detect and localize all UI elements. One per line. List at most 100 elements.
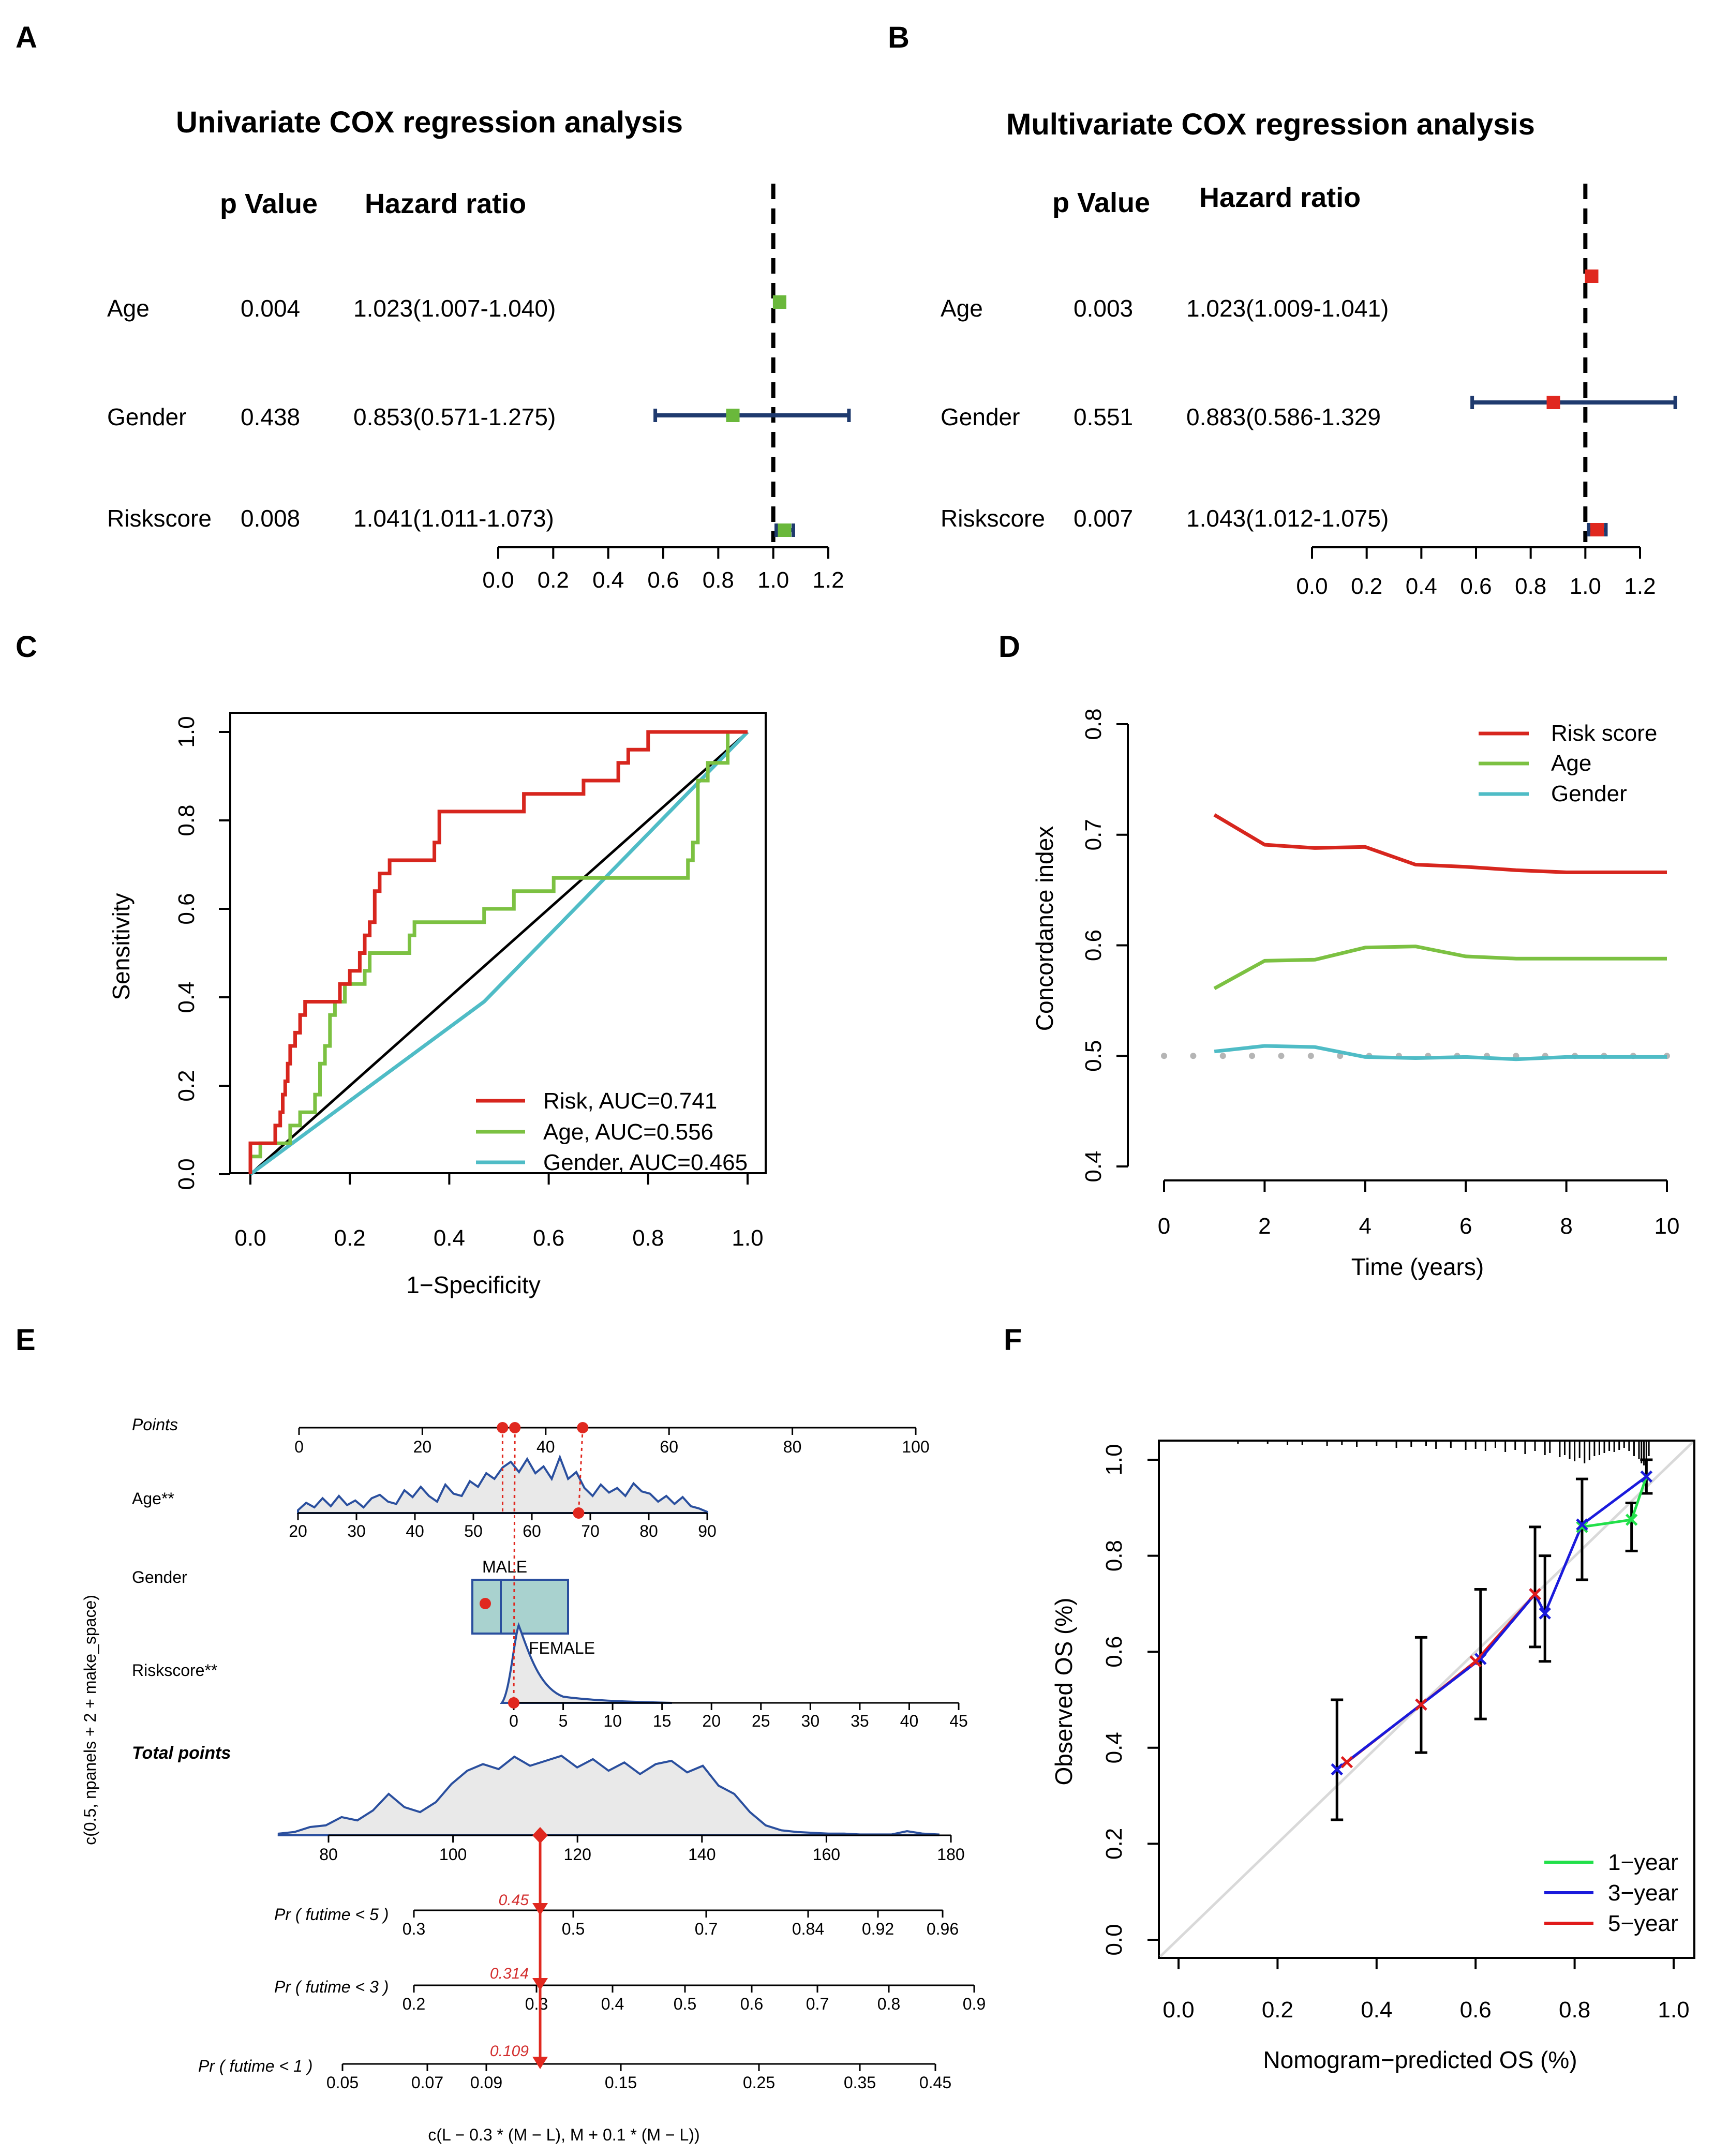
nomo-pr1-tick-label: 0.09 <box>470 2073 502 2092</box>
forest-b-var-gender: Gender <box>941 403 1020 430</box>
nomo-total-tick-label: 160 <box>813 1845 840 1864</box>
nomo-total-tick-label: 80 <box>319 1845 338 1864</box>
nomo-pr3-tick-label: 0.8 <box>877 1995 900 2013</box>
forest-b-var-riskscore: Riskscore <box>941 505 1045 532</box>
calib-y-tick-label: 0.4 <box>1101 1732 1127 1763</box>
calib-line-year5 <box>1346 1593 1536 1763</box>
cindex-legend-gender: Gender <box>1551 781 1627 806</box>
forest-b-col-p: p Value <box>1052 187 1150 218</box>
calib-point-year5 <box>1415 1698 1427 1711</box>
nomo-gender-label: Gender <box>132 1568 187 1586</box>
nomo-gender-female: FEMALE <box>529 1639 595 1657</box>
nomo-age-tick-label: 20 <box>289 1522 307 1540</box>
roc-curve-risk <box>248 730 748 1174</box>
nomo-age-tick-label: 70 <box>581 1522 600 1540</box>
forest-a-p-riskscore: 0.008 <box>241 505 300 532</box>
forest-b-var-age: Age <box>941 295 983 322</box>
forest-hr-marker-age <box>1585 270 1599 283</box>
roc-legend-risk: Risk, AUC=0.741 <box>543 1088 717 1114</box>
forest-x-tick-label: 0.0 <box>482 567 514 593</box>
forest-b-col-hr: Hazard ratio <box>1199 182 1361 213</box>
calib-plot: 0.0 0.2 0.4 0.6 0.8 1.0 0.0 0.2 0.4 0.6 0.8 1.0 <box>1101 1441 1694 2023</box>
nomo-connector <box>577 1427 584 1514</box>
nomo-total-tick-label: 120 <box>564 1845 591 1864</box>
roc-frame <box>229 712 767 1174</box>
calib-point-year3 <box>1539 1607 1551 1620</box>
nomo-riskscore-tick-label: 15 <box>653 1712 672 1730</box>
nomo-age-tick-label: 40 <box>406 1522 424 1540</box>
roc-x-tick-label: 0.4 <box>434 1225 465 1251</box>
calib-x-tick-label: 0.0 <box>1162 1997 1194 2023</box>
nomo-riskscore-tick-label: 30 <box>801 1712 820 1730</box>
panel-f-calibration: Nomogram−predicted OS (%) Observed OS (%… <box>1050 1440 1695 2073</box>
forest-b-hr-gender: 0.883(0.586-1.329 <box>1186 403 1381 430</box>
cindex-reference-dot <box>1278 1053 1285 1059</box>
roc-legend-gender: Gender, AUC=0.465 <box>543 1150 748 1175</box>
cindex-reference-dot <box>1190 1053 1197 1059</box>
nomo-points-tick-label: 60 <box>660 1438 678 1456</box>
calib-legend-5y: 5−year <box>1608 1911 1678 1936</box>
forest-x-tick-label: 0.2 <box>1351 574 1382 599</box>
cindex-reference-dot <box>1307 1053 1314 1059</box>
nomo-pr3-tick-label: 0.2 <box>403 1995 425 2013</box>
nomo-pr3-tick-label: 0.7 <box>806 1995 829 2013</box>
nomo-riskscore-tick-label: 5 <box>559 1712 568 1730</box>
forest-hr-marker-gender <box>726 409 740 422</box>
roc-y-tick-label: 1.0 <box>174 716 199 747</box>
forest-x-tick-label: 1.0 <box>757 567 789 593</box>
nomogram-xlabel: c(L − 0.3 * (M − L), M + 0.1 * (M − L)) <box>428 2125 699 2144</box>
nomo-total-label: Total points <box>132 1743 231 1763</box>
nomo-total-tick-label: 140 <box>688 1845 716 1864</box>
calib-point-year3 <box>1331 1763 1344 1776</box>
calib-point-year3 <box>1640 1470 1653 1483</box>
forest-a-plot: 0.0 0.2 0.4 0.6 0.8 1.0 1.2 <box>482 184 851 593</box>
calib-point-year5 <box>1340 1756 1353 1769</box>
forest-a-var-gender: Gender <box>107 403 186 430</box>
nomo-connector <box>513 1427 516 1703</box>
nomo-pr5-tick-label: 0.84 <box>792 1920 824 1938</box>
forest-b-title: Multivariate COX regression analysis <box>1006 108 1535 141</box>
nomogram-plot: 0 20 40 60 80 100 20 30 40 50 60 70 80 90 0 5 10 15 20 25 30… <box>277 1422 986 2092</box>
roc-x-tick-label: 0.6 <box>533 1225 564 1251</box>
nomo-pr1-tick-label: 0.25 <box>743 2073 775 2092</box>
roc-x-tick-label: 0.0 <box>234 1225 266 1251</box>
cindex-ylabel: Concordance index <box>1031 826 1058 1031</box>
nomo-pr3-tick-label: 0.4 <box>601 1995 624 2013</box>
forest-x-tick-label: 0.8 <box>1515 574 1546 599</box>
forest-b-p-gender: 0.551 <box>1074 403 1133 430</box>
nomo-pr1-value: 0.109 <box>490 2043 529 2060</box>
nomo-age-tick-label: 80 <box>639 1522 658 1540</box>
roc-y-tick-label: 0.6 <box>174 893 199 924</box>
nomo-points-marker <box>497 1422 509 1433</box>
nomo-age-tick-label: 60 <box>523 1522 541 1540</box>
calib-point-year1 <box>1576 1521 1588 1533</box>
cindex-legend: Risk score Age Gender <box>1479 721 1657 806</box>
cindex-y-tick-label: 0.8 <box>1081 708 1106 740</box>
forest-a-hr-gender: 0.853(0.571-1.275) <box>353 403 556 430</box>
nomo-riskscore-tick-label: 40 <box>900 1712 919 1730</box>
nomo-pr3-label: Pr ( futime < 3 ) <box>274 1978 389 1996</box>
nomo-pr5-tick-label: 0.5 <box>562 1920 585 1938</box>
cindex-x-tick-label: 6 <box>1459 1214 1472 1239</box>
forest-a-col-p: p Value <box>220 188 318 219</box>
panel-a-forest: Univariate COX regression analysis p Val… <box>107 106 851 593</box>
nomo-pr1-tick-label: 0.05 <box>326 2073 359 2092</box>
calib-y-tick-label: 0.2 <box>1101 1828 1127 1860</box>
roc-curve-age <box>248 730 748 1174</box>
nomo-pr5-tick-label: 0.96 <box>927 1920 959 1938</box>
cindex-reference-dot <box>1219 1053 1226 1059</box>
roc-legend-age: Age, AUC=0.556 <box>543 1119 713 1145</box>
calib-y-tick-label: 0.6 <box>1101 1636 1127 1668</box>
roc-y-tick-label: 0.4 <box>174 981 199 1013</box>
forest-b-hr-age: 1.023(1.009-1.041) <box>1186 295 1389 322</box>
cindex-x-tick-label: 2 <box>1258 1214 1271 1239</box>
cindex-reference-dot <box>1161 1053 1167 1059</box>
nomo-age-tick-label: 90 <box>698 1522 717 1540</box>
cindex-x-tick-label: 8 <box>1560 1214 1572 1239</box>
panel-b-forest: Multivariate COX regression analysis p V… <box>941 108 1677 599</box>
calib-x-tick-label: 0.4 <box>1361 1997 1392 2023</box>
nomo-points-marker <box>577 1422 589 1433</box>
cindex-x-tick-label: 4 <box>1359 1214 1372 1239</box>
nomo-age-density <box>297 1454 708 1514</box>
